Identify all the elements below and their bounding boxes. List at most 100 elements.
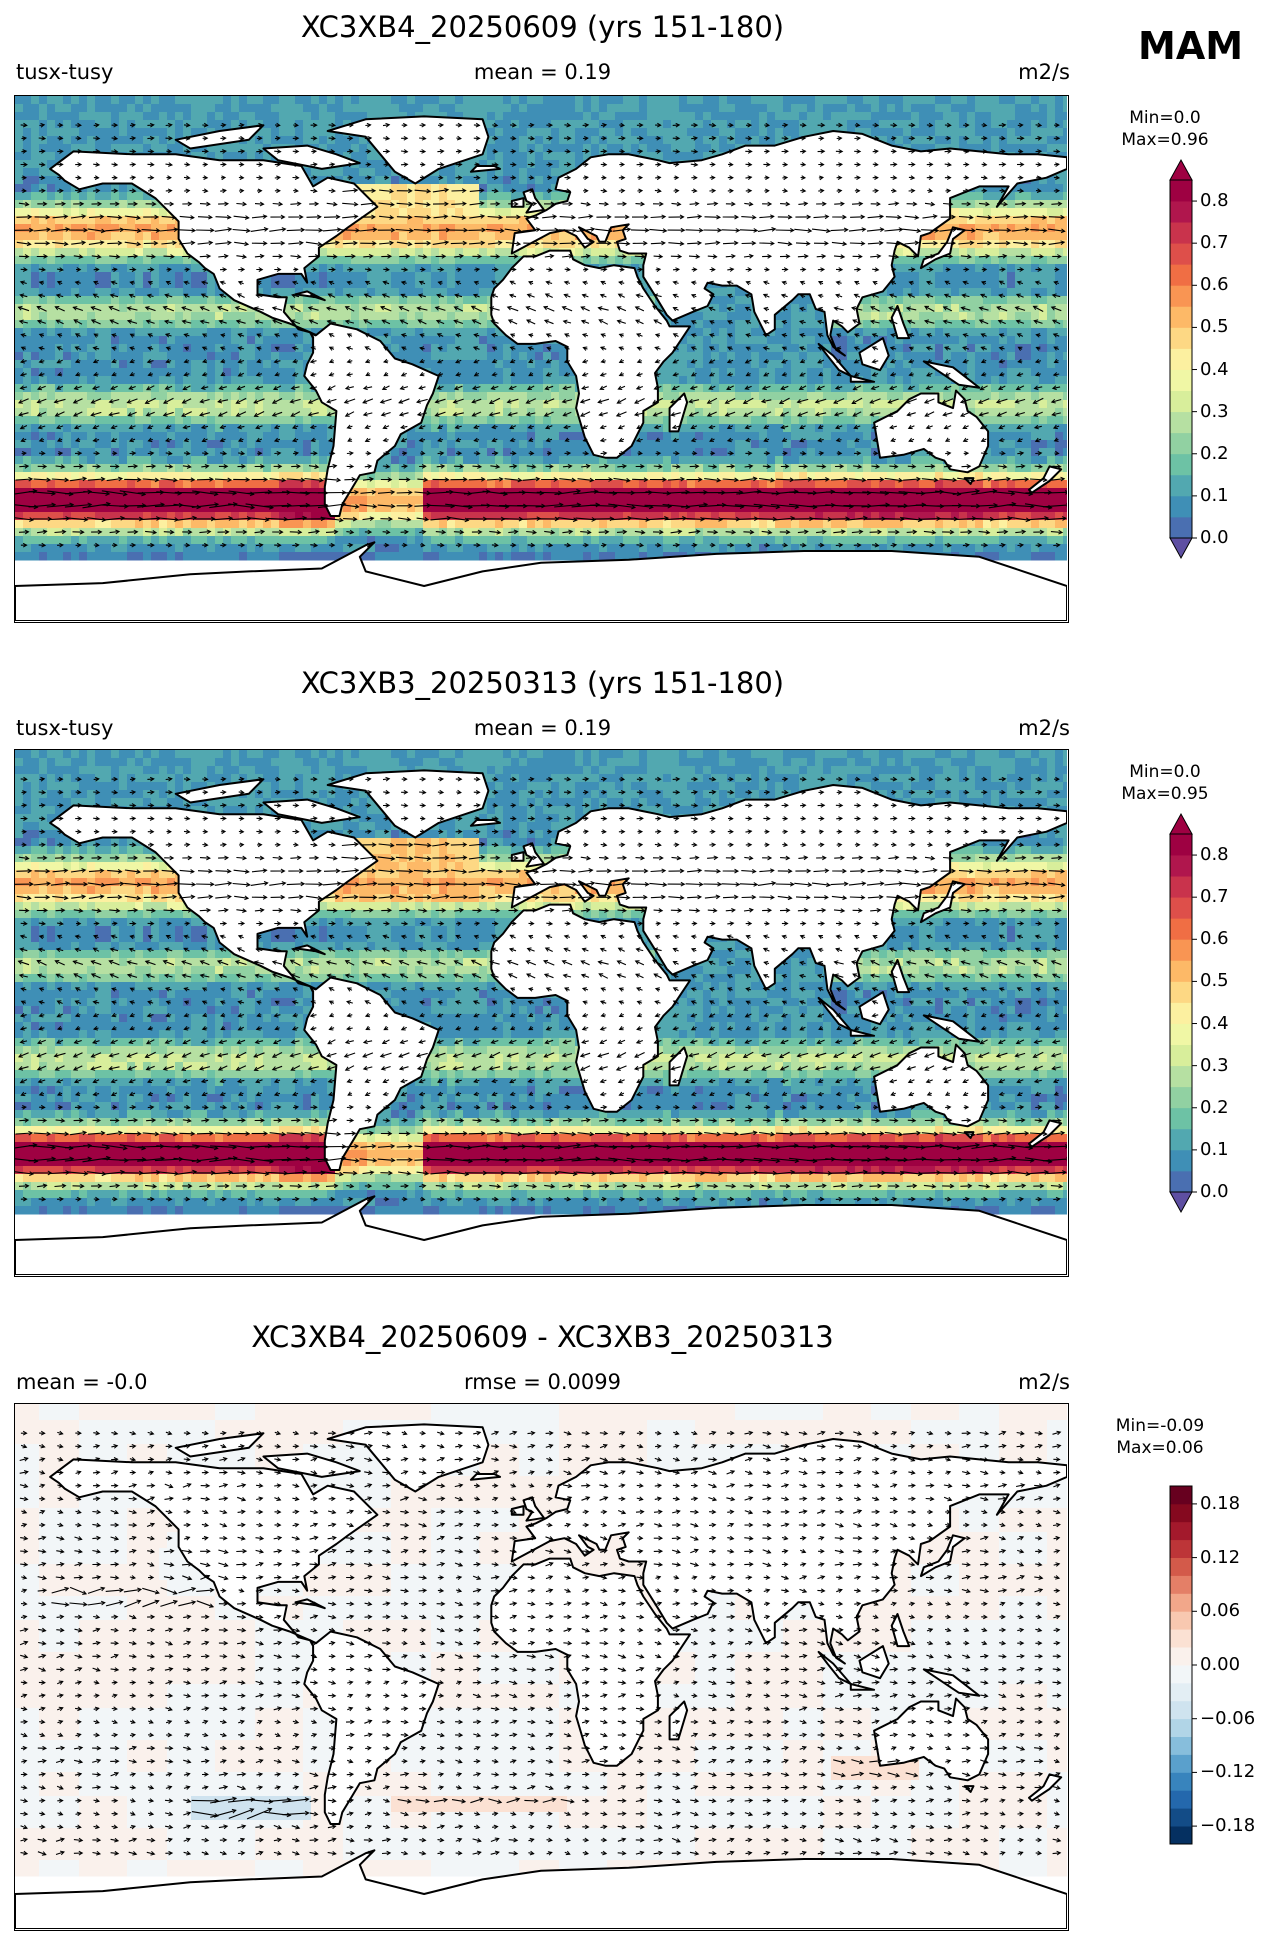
field-cell xyxy=(895,280,904,289)
field-cell xyxy=(719,328,728,337)
field-cell xyxy=(647,120,656,129)
field-cell xyxy=(1039,248,1048,257)
field-cell xyxy=(935,232,944,241)
field-cell xyxy=(159,144,168,153)
field-cell xyxy=(1015,192,1024,201)
field-cell xyxy=(1063,200,1067,209)
field-cell xyxy=(127,128,136,137)
field-cell xyxy=(439,112,448,121)
field-cell xyxy=(967,360,976,369)
field-cell xyxy=(1055,176,1064,185)
field-cell xyxy=(79,112,88,121)
field-cell xyxy=(951,320,960,329)
field-cell xyxy=(535,240,544,249)
field-cell xyxy=(183,384,192,393)
field-cell xyxy=(343,168,352,177)
field-cell xyxy=(655,304,664,313)
field-cell xyxy=(991,232,1000,241)
field-cell xyxy=(111,104,120,113)
field-cell xyxy=(711,296,720,305)
field-cell xyxy=(415,320,424,329)
field-cell xyxy=(79,360,88,369)
field-cell xyxy=(1015,368,1024,377)
field-cell xyxy=(55,240,64,249)
field-cell xyxy=(783,368,792,377)
field-cell xyxy=(159,272,168,281)
field-cell xyxy=(191,312,200,321)
field-cell xyxy=(431,336,440,345)
field-cell xyxy=(1047,216,1056,225)
field-cell xyxy=(943,272,952,281)
field-cell xyxy=(111,392,120,401)
field-cell xyxy=(223,320,232,329)
field-cell xyxy=(87,144,96,153)
field-cell xyxy=(895,352,904,361)
field-cell xyxy=(1047,296,1056,305)
field-cell xyxy=(1007,200,1016,209)
field-cell xyxy=(103,136,112,145)
field-cell xyxy=(735,120,744,129)
field-cell xyxy=(879,136,888,145)
field-cell xyxy=(543,104,552,113)
field-cell xyxy=(1015,136,1024,145)
field-cell xyxy=(47,272,56,281)
field-cell xyxy=(71,288,80,297)
field-cell xyxy=(239,376,248,385)
field-cell xyxy=(71,312,80,321)
field-cell xyxy=(679,144,688,153)
field-cell xyxy=(71,296,80,305)
field-cell xyxy=(463,176,472,185)
field-cell xyxy=(431,312,440,321)
field-cell xyxy=(319,136,328,145)
field-cell xyxy=(135,272,144,281)
field-cell xyxy=(807,304,816,313)
field-cell xyxy=(463,184,472,193)
field-cell xyxy=(535,104,544,113)
field-cell xyxy=(975,128,984,137)
field-cell xyxy=(919,96,928,105)
field-cell xyxy=(399,336,408,345)
field-cell xyxy=(487,112,496,121)
field-cell xyxy=(327,104,336,113)
field-cell xyxy=(383,312,392,321)
field-cell xyxy=(607,256,616,265)
field-cell xyxy=(999,376,1008,385)
field-cell xyxy=(1063,336,1067,345)
field-cell xyxy=(767,376,776,385)
field-cell xyxy=(359,232,368,241)
field-cell xyxy=(31,136,40,145)
field-cell xyxy=(79,120,88,129)
field-cell xyxy=(863,304,872,313)
field-cell xyxy=(111,384,120,393)
field-cell xyxy=(415,312,424,321)
field-cell xyxy=(47,128,56,137)
field-cell xyxy=(71,320,80,329)
field-cell xyxy=(455,216,464,225)
field-cell xyxy=(63,96,72,105)
field-cell xyxy=(959,240,968,249)
field-cell xyxy=(399,248,408,257)
field-cell xyxy=(111,232,120,241)
field-cell xyxy=(647,152,656,161)
field-cell xyxy=(919,120,928,129)
field-cell xyxy=(23,256,32,265)
field-cell xyxy=(167,248,176,257)
field-cell xyxy=(935,120,944,129)
field-cell xyxy=(831,320,840,329)
field-cell xyxy=(847,384,856,393)
field-cell xyxy=(319,96,328,105)
field-cell xyxy=(975,112,984,121)
field-cell xyxy=(999,320,1008,329)
field-cell xyxy=(103,312,112,321)
field-cell xyxy=(495,112,504,121)
field-cell xyxy=(663,152,672,161)
field-cell xyxy=(343,248,352,257)
field-cell xyxy=(1015,264,1024,273)
field-cell xyxy=(15,120,24,129)
field-cell xyxy=(743,312,752,321)
field-cell xyxy=(63,312,72,321)
field-cell xyxy=(327,304,336,313)
field-cell xyxy=(767,360,776,369)
field-cell xyxy=(511,136,520,145)
field-cell xyxy=(495,216,504,225)
